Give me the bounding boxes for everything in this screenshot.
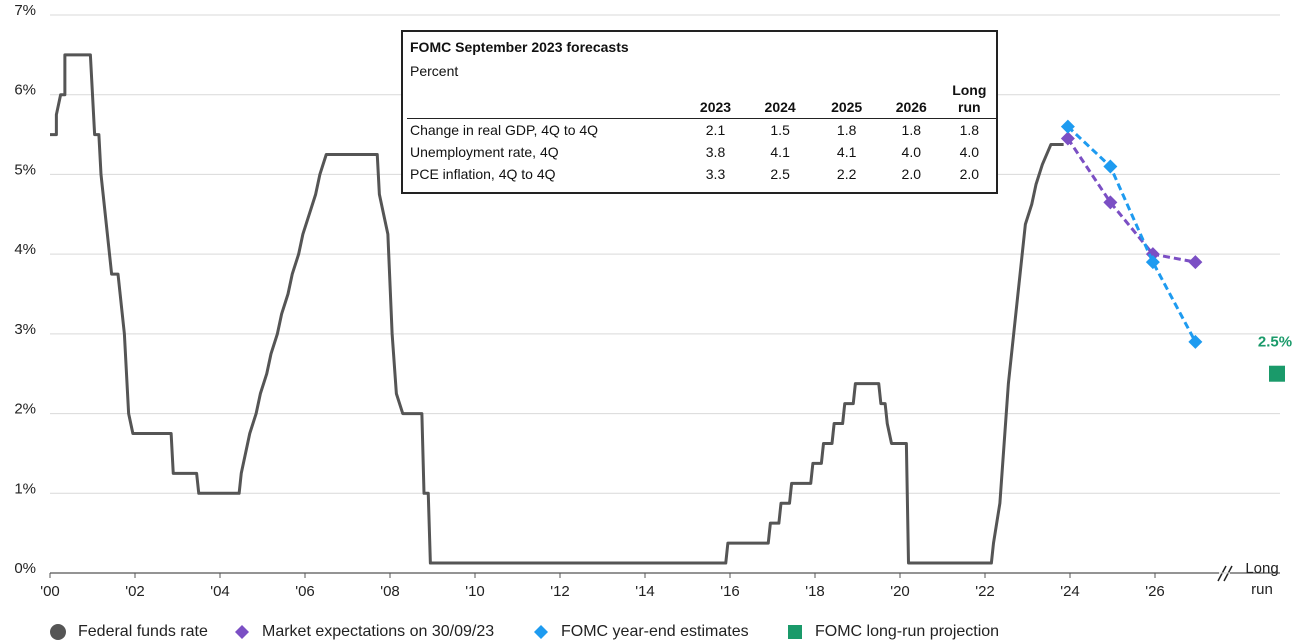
cell: 3.8 xyxy=(705,144,726,160)
rate-line xyxy=(50,53,1064,565)
legend-label: FOMC year-end estimates xyxy=(561,623,749,640)
cell: 1.8 xyxy=(942,118,996,141)
y-tick-label: 5% xyxy=(14,161,36,178)
dashed-line xyxy=(1066,137,1196,264)
column-header: 2026 xyxy=(895,99,927,115)
diamond-marker xyxy=(1145,255,1160,270)
cell: 4.1 xyxy=(836,144,857,160)
long-run-axis-label: Long run xyxy=(1245,560,1279,598)
x-tick-label: '06 xyxy=(295,583,315,600)
x-tick-label: '10 xyxy=(465,583,485,600)
legend-swatch xyxy=(235,625,249,639)
column-header: 2025 xyxy=(831,99,863,115)
x-tick-label: '16 xyxy=(720,583,740,600)
table-row: Change in real GDP, 4Q to 4Q 2.1 1.5 1.8 1.8… xyxy=(407,118,996,141)
y-tick-label: 4% xyxy=(14,241,36,258)
cell: 4.0 xyxy=(901,144,922,160)
square-marker xyxy=(1269,365,1285,382)
x-tick-label: '08 xyxy=(380,583,400,600)
x-tick-label: '14 xyxy=(635,583,655,600)
table-grid: 2023 2024 2025 2026 Long run Change in real … xyxy=(407,82,996,185)
table-title: FOMC September 2023 forecasts xyxy=(410,39,629,55)
legend-swatch xyxy=(788,625,802,639)
x-tick-label: '04 xyxy=(210,583,230,600)
diamond-marker xyxy=(1188,255,1203,270)
table-body: Change in real GDP, 4Q to 4Q 2.1 1.5 1.8 1.8… xyxy=(407,118,996,186)
row-label: Unemployment rate, 4Q xyxy=(410,144,559,160)
cell: 2.0 xyxy=(901,166,922,182)
table-row: Unemployment rate, 4Q 3.8 4.1 4.1 4.0 4.0 xyxy=(407,141,996,163)
cell: 1.5 xyxy=(746,118,814,141)
row-label: Change in real GDP, 4Q to 4Q xyxy=(407,118,685,141)
diamond-marker xyxy=(1060,131,1075,146)
x-tick-label: '18 xyxy=(805,583,825,600)
y-tick-label: 0% xyxy=(14,560,36,577)
legend-label: Federal funds rate xyxy=(78,623,208,640)
diamond-marker xyxy=(1103,159,1118,174)
cell: 2.0 xyxy=(959,166,980,182)
y-tick-label: 1% xyxy=(14,480,36,497)
column-header: 2024 xyxy=(764,99,796,115)
cell: 2.5 xyxy=(770,166,790,182)
legend-swatch xyxy=(50,624,66,640)
column-header: Long run xyxy=(952,82,987,115)
x-tick-label: '20 xyxy=(890,583,910,600)
y-tick-label: 2% xyxy=(14,401,36,418)
x-tick-label: '24 xyxy=(1060,583,1080,600)
y-tick-label: 7% xyxy=(14,2,36,19)
x-tick-label: '02 xyxy=(125,583,145,600)
x-tick-label: '26 xyxy=(1145,583,1165,600)
cell: 2.2 xyxy=(836,166,857,182)
legend-label: FOMC long-run projection xyxy=(815,623,999,640)
x-tick-label: '22 xyxy=(975,583,995,600)
diamond-marker xyxy=(1188,334,1203,349)
x-tick-label: '12 xyxy=(550,583,570,600)
cell: 2.1 xyxy=(684,118,747,141)
table-header: 2023 2024 2025 2026 Long run xyxy=(407,82,996,119)
y-tick-label: 6% xyxy=(14,82,36,99)
cell: 4.1 xyxy=(770,144,790,160)
legend-label: Market expectations on 30/09/23 xyxy=(262,623,494,640)
dashed-line xyxy=(1066,125,1197,343)
y-tick-label: 3% xyxy=(14,321,36,338)
cell: 1.8 xyxy=(879,118,943,141)
diamond-marker xyxy=(1103,195,1118,210)
legend-swatch xyxy=(534,625,548,639)
table-row: PCE inflation, 4Q to 4Q 3.3 2.5 2.2 2.0 2.0 xyxy=(407,163,996,185)
cell: 1.8 xyxy=(813,118,880,141)
x-tick-label: '00 xyxy=(40,583,60,600)
table-subtitle: Percent xyxy=(410,63,459,79)
cell: 4.0 xyxy=(959,144,980,160)
cell: 3.3 xyxy=(705,166,726,182)
data-label: 2.5% xyxy=(1258,334,1292,351)
forecast-table: FOMC September 2023 forecasts Percent 20… xyxy=(401,30,998,194)
diamond-marker xyxy=(1060,119,1075,134)
column-header: 2023 xyxy=(699,99,732,115)
row-label: PCE inflation, 4Q to 4Q xyxy=(410,166,556,182)
